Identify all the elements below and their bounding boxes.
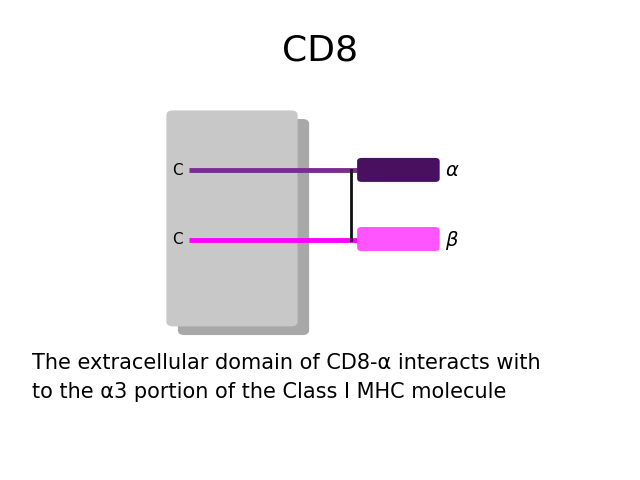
Text: C: C [173, 163, 183, 178]
Text: $\alpha$: $\alpha$ [445, 161, 460, 180]
FancyBboxPatch shape [357, 158, 440, 182]
Text: The extracellular domain of CD8-α interacts with
to the α3 portion of the Class : The extracellular domain of CD8-α intera… [32, 353, 541, 402]
FancyBboxPatch shape [178, 119, 309, 335]
FancyBboxPatch shape [166, 110, 298, 326]
Text: C: C [173, 232, 183, 248]
FancyBboxPatch shape [357, 227, 440, 251]
Text: $\beta$: $\beta$ [445, 228, 459, 252]
Text: CD8: CD8 [282, 34, 358, 68]
